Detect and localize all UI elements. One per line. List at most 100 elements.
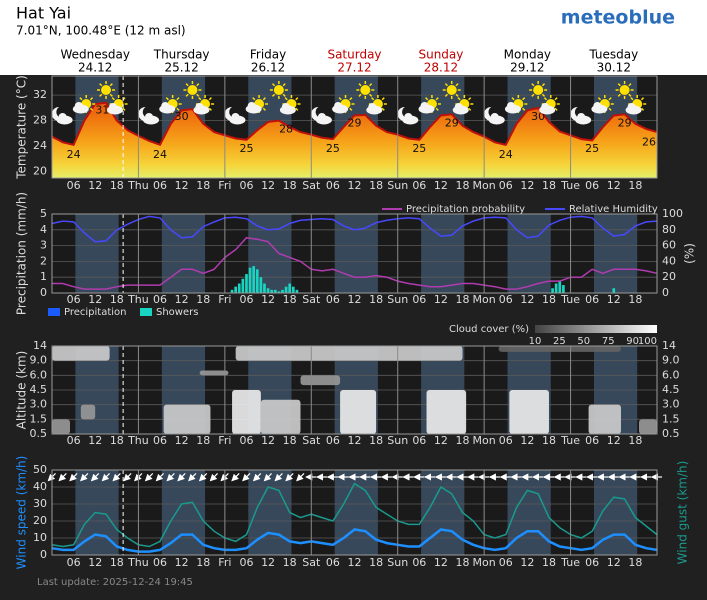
icon [640,107,645,111]
icon [435,107,439,111]
icon [358,93,362,97]
y-axis-title: Wind speed (km/h) [15,456,29,570]
x-tick-label: 06 [412,179,426,192]
x-tick-label: 18 [196,434,210,447]
icon [593,102,602,110]
wind-arrow [252,473,262,482]
precip-bar [230,289,234,293]
legend-label: Precipitation probability [406,204,525,215]
x-tick-label: 18 [542,293,556,306]
temperature-label: 26 [642,135,656,148]
x-tick-label: 18 [542,556,556,569]
x-tick-label: Thu [127,179,149,192]
wind-arrow [263,473,273,482]
icon [435,97,439,101]
y-tick-label: 3.0 [30,398,48,411]
y2-axis-title: Wind gust (km/h) [676,461,690,565]
cloud-layer [509,390,549,434]
precip-bar [270,289,274,293]
icon [138,106,152,121]
precip-bar [554,283,558,293]
x-tick-label: 12 [607,556,621,569]
day-name: Thursday [153,48,210,62]
x-tick-label: 12 [348,556,362,569]
icon [89,107,94,111]
icon [381,107,385,111]
plot-frame [51,469,658,556]
day-date: 29.12 [510,61,544,75]
x-tick-label: 18 [196,179,210,192]
temperature-label: 25 [412,142,426,155]
icon [247,102,256,110]
x-tick-label: 18 [628,556,642,569]
icon [282,93,286,97]
precip-bar [237,283,241,293]
icon [444,83,449,87]
logo[interactable]: meteoblue [561,7,675,29]
icon [541,93,546,97]
cover-tick-label: 25 [553,336,566,347]
x-tick-label: 12 [434,556,448,569]
icon [122,107,126,111]
x-tick-label: 12 [88,434,102,447]
icon [99,93,103,97]
temperature-label: 25 [326,142,340,155]
y-tick-label: 10 [33,531,47,544]
icon [619,85,630,95]
x-tick-label: 06 [153,179,167,192]
precip-bar [295,289,299,293]
legend-label: Relative Humidity [569,204,658,215]
x-tick-label: 06 [585,556,599,569]
x-tick-label: 12 [88,556,102,569]
cover-tick-label: 75 [602,336,615,347]
day-name: Sunday [418,48,463,62]
temperature-label: 28 [279,123,293,136]
precip-bar [248,267,252,293]
x-tick-label: 06 [326,556,340,569]
x-tick-label: 06 [585,179,599,192]
x-tick-label: 12 [520,556,534,569]
day-date: 30.12 [597,61,631,75]
x-tick-label: 12 [261,179,275,192]
x-tick-label: 06 [239,434,253,447]
icon [369,83,373,87]
icon [554,97,558,101]
wind-arrow [80,473,89,482]
daylight-band [334,470,378,555]
cloud-layer [52,346,110,361]
icon [404,113,413,121]
icon [468,97,472,101]
precip-bar [288,283,292,293]
icon [271,83,276,87]
day-date: 24.12 [78,61,112,75]
icon [295,97,299,101]
icon [224,106,239,121]
icon [208,107,212,111]
x-tick-label: 12 [88,293,102,306]
day-date: 26.12 [251,61,285,75]
precip-bar [551,288,554,293]
wind-arrow [101,473,110,482]
cover-tick-label: 100 [638,336,657,347]
icon [531,83,535,87]
x-tick-label: Sat [302,179,321,192]
x-tick-label: 18 [369,179,383,192]
x-tick-label: 06 [153,293,167,306]
precip-bar [234,286,238,293]
icon [541,83,546,87]
temperature-label: 29 [445,116,459,129]
y-tick-label: 100 [662,207,683,220]
x-tick-label: 06 [499,293,513,306]
y-tick-label: 0.5 [30,427,48,440]
x-tick-label: 12 [175,556,189,569]
x-tick-label: 06 [499,434,513,447]
x-tick-label: 06 [326,434,340,447]
icon [338,97,342,101]
y2-axis-title: (%) [683,243,697,264]
y-axis-title: Temperature (°C) [15,75,29,180]
icon [109,93,113,97]
x-tick-label: 18 [369,434,383,447]
x-tick-label: 18 [542,434,556,447]
x-tick-label: 12 [261,293,275,306]
wind-line [51,528,658,553]
